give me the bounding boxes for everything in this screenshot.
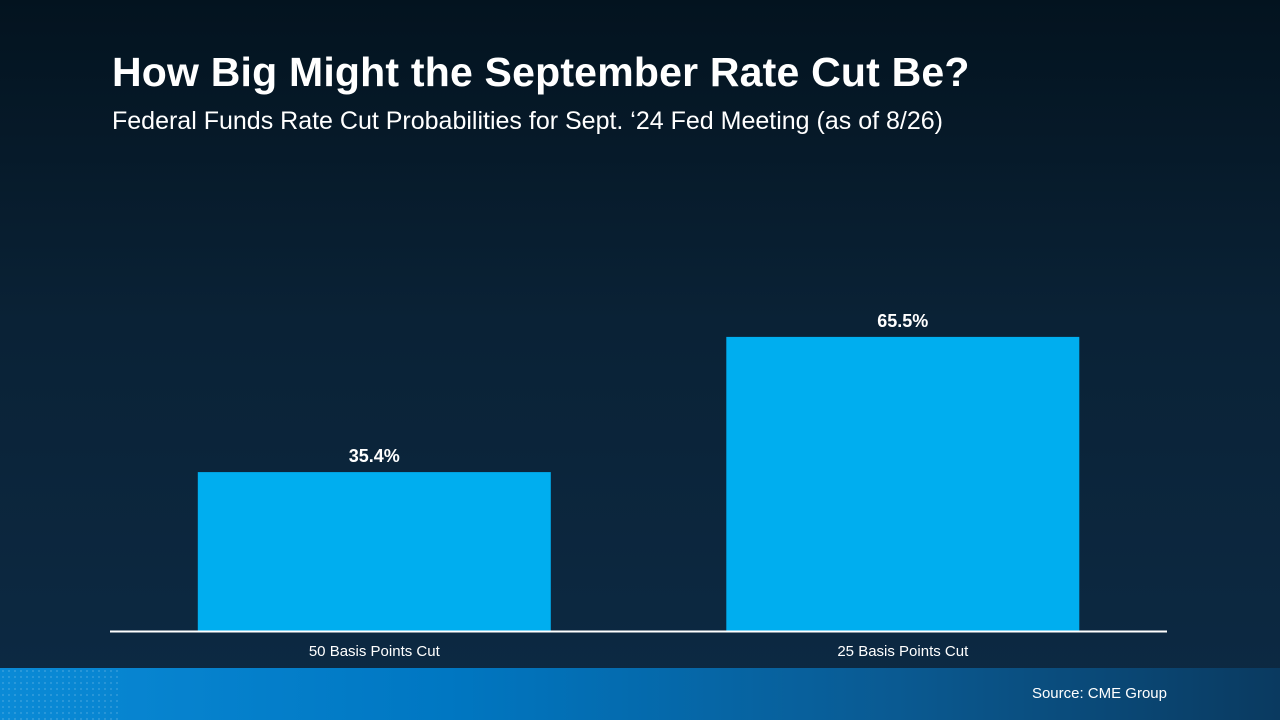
bar-chart: 35.4% 50 Basis Points Cut 65.5% 25 Basis Po… [197,311,1080,660]
bar-value-label: 65.5% [877,311,928,331]
bar-2 [726,336,1080,631]
source-note: Source: CME Group [1031,685,1167,702]
labels-layer: 35.4% 50 Basis Points Cut 65.5% 25 Basis Po… [309,311,969,660]
bar-value-label: 35.4% [349,446,400,466]
footer-band: Source: CME Group [0,668,1280,720]
bar-1 [197,472,551,631]
category-label: 50 Basis Points Cut [309,643,441,660]
chart-title: How Big Might the September Rate Cut Be? [112,49,970,95]
bars-layer [197,336,1080,631]
category-label: 25 Basis Points Cut [837,643,969,660]
footer-dot-pattern [0,668,120,720]
chart-subtitle: Federal Funds Rate Cut Probabilities for… [112,107,943,135]
